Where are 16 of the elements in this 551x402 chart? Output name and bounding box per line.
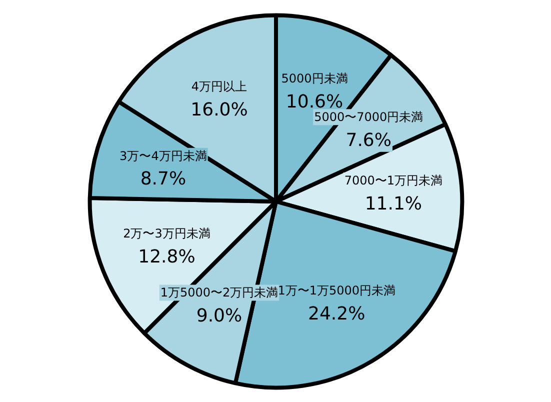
- data-label: 12.8%: [138, 246, 196, 268]
- slice-label: 4万円以上: [191, 80, 248, 94]
- slice-label: 3万〜4万円未満: [120, 148, 207, 163]
- slice-label: 5000円未満: [281, 72, 348, 86]
- data-label: 16.0%: [190, 99, 248, 120]
- data-label: 11.1%: [364, 193, 422, 214]
- data-label: 10.6%: [286, 91, 344, 112]
- data-label: 24.2%: [308, 303, 366, 324]
- data-label: 9.0%: [196, 306, 242, 327]
- data-label: 7.6%: [346, 130, 392, 151]
- slice-label: 2万〜3万円未満: [123, 226, 210, 241]
- slice-label: 5000〜7000円未満: [314, 110, 424, 124]
- slice-label: 1万〜1万5000円未満: [278, 284, 396, 298]
- data-label: 8.7%: [140, 168, 186, 190]
- slice-label: 1万5000〜2万円未満: [160, 286, 278, 300]
- slice-label: 7000〜1万円未満: [344, 173, 443, 188]
